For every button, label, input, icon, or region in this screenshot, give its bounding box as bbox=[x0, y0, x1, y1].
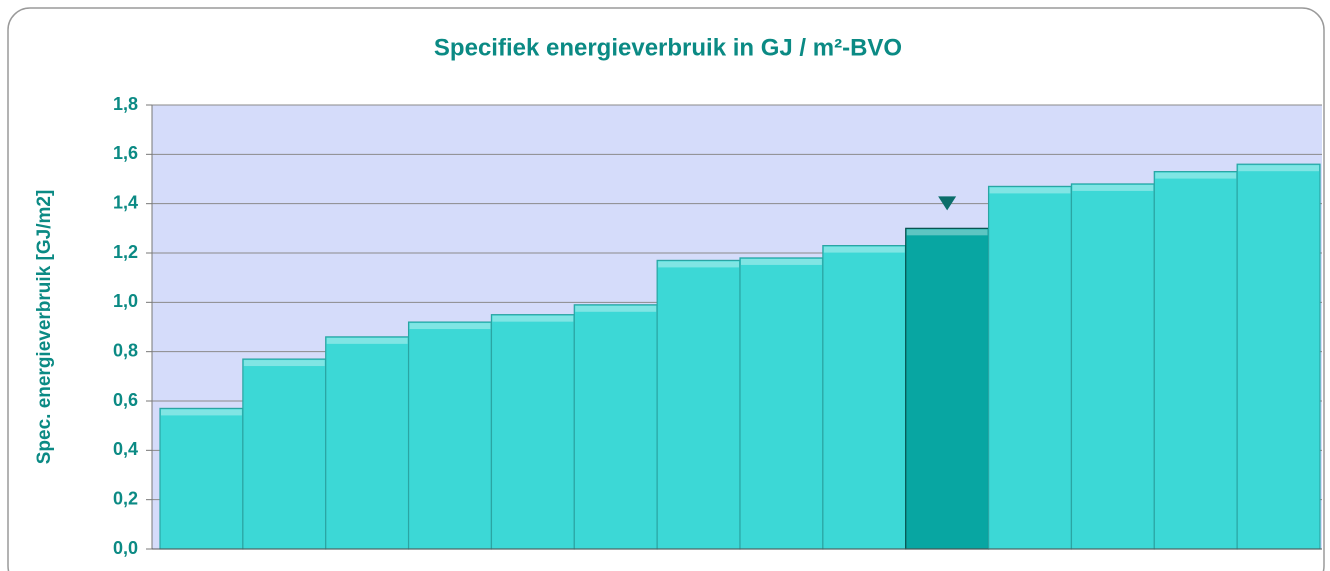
bar bbox=[490, 314, 575, 550]
bar bbox=[905, 227, 990, 550]
y-tick-label: 0,4 bbox=[113, 439, 138, 459]
bar-bevel bbox=[823, 246, 905, 253]
bar-bevel bbox=[906, 229, 988, 236]
bar-bevel bbox=[658, 261, 739, 268]
highlight-marker bbox=[938, 196, 957, 211]
bar-bevel bbox=[1072, 184, 1154, 191]
y-tick-label: 1,2 bbox=[113, 242, 138, 262]
bar bbox=[656, 259, 741, 550]
bar-bevel bbox=[492, 315, 574, 322]
chart-title: Specifiek energieverbruik in GJ / m²-BVO bbox=[434, 34, 902, 61]
bar-bevel bbox=[1238, 165, 1319, 172]
bar-bevel bbox=[326, 337, 408, 344]
bar bbox=[242, 358, 327, 550]
y-axis-label: Spec. energieverbruik [GJ/m2] bbox=[34, 190, 55, 465]
bar-bevel bbox=[161, 409, 242, 416]
bar bbox=[987, 185, 1073, 550]
y-tick-label: 1,4 bbox=[113, 192, 138, 212]
bar bbox=[1153, 171, 1238, 550]
y-tick-label: 1,0 bbox=[113, 291, 138, 311]
bar-bevel bbox=[575, 305, 657, 312]
bar bbox=[325, 336, 410, 550]
bar bbox=[1070, 183, 1155, 550]
bar-bevel bbox=[1155, 172, 1237, 179]
y-tick-label: 0,0 bbox=[113, 538, 138, 558]
y-tick-label: 0,6 bbox=[113, 390, 138, 410]
bar bbox=[407, 321, 493, 550]
y-tick-label: 0,8 bbox=[113, 340, 138, 360]
bar-bevel bbox=[741, 258, 822, 265]
bar bbox=[573, 304, 658, 550]
bar-bevel bbox=[989, 187, 1071, 194]
bar-bevel bbox=[243, 360, 325, 367]
y-tick-label: 0,2 bbox=[113, 488, 138, 508]
bar bbox=[739, 257, 824, 550]
bar bbox=[822, 245, 907, 550]
bar bbox=[1236, 163, 1321, 550]
bar bbox=[159, 407, 244, 550]
bar-bevel bbox=[409, 323, 491, 330]
y-tick-label: 1,6 bbox=[113, 143, 138, 163]
y-tick-label: 1,8 bbox=[113, 94, 138, 114]
